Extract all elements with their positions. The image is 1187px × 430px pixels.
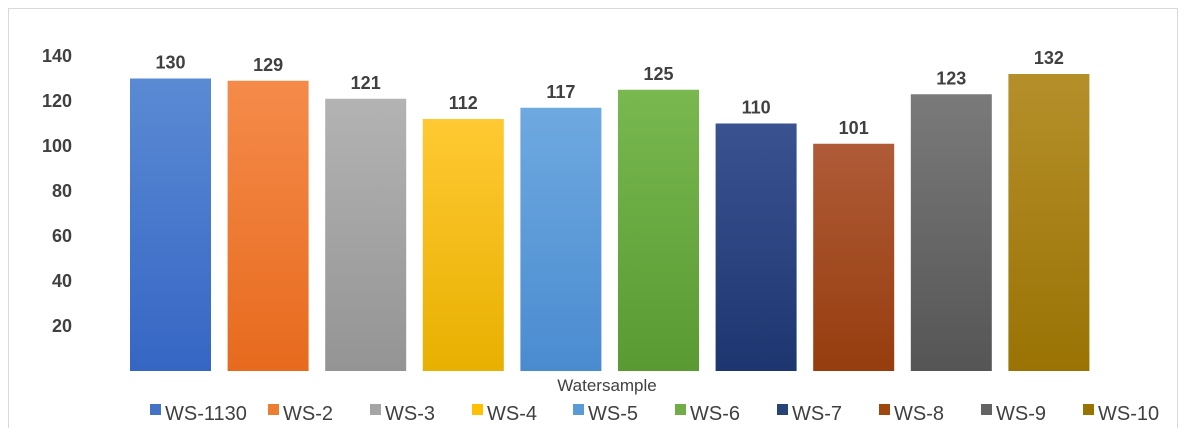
data-label: 129: [253, 55, 283, 75]
data-label: 132: [1034, 48, 1064, 68]
legend-label: WS-1130: [165, 403, 247, 425]
y-tick-label: 140: [42, 46, 72, 66]
bar-ws-6: [618, 89, 699, 371]
data-label: 101: [839, 118, 869, 138]
legend-item: WS-9: [981, 403, 1046, 425]
legend-swatch: [150, 404, 161, 415]
legend-label: WS-7: [792, 403, 842, 425]
legend-label: WS-8: [894, 403, 944, 425]
legend-label: WS-6: [690, 403, 740, 425]
bar-ws-1130: [130, 78, 211, 371]
legend-item: WS-8: [879, 403, 944, 425]
data-label: 110: [742, 98, 771, 118]
data-label: 112: [449, 93, 478, 113]
y-tick-label: 120: [42, 91, 72, 111]
chart-frame: [8, 8, 1178, 428]
legend-label: WS-3: [385, 403, 435, 425]
legend-swatch: [1083, 404, 1094, 415]
data-label: 117: [546, 82, 575, 102]
x-axis-label: Watersample: [557, 376, 657, 395]
legend-swatch: [981, 404, 992, 415]
y-axis: 20 40 60 80 100 120 140: [42, 46, 72, 336]
legend-item: WS-3: [370, 403, 435, 425]
bar-ws-5: [520, 107, 602, 371]
y-tick-label: 80: [52, 181, 72, 201]
legend-item: WS-6: [675, 403, 740, 425]
legend-label: WS-4: [487, 403, 537, 425]
bars: [130, 74, 1090, 371]
data-label: 123: [936, 68, 966, 88]
legend-item: WS-10: [1083, 403, 1159, 425]
data-label: 125: [643, 64, 673, 84]
legend-item: WS-7: [777, 403, 842, 425]
legend-item: WS-2: [268, 403, 333, 425]
legend-swatch: [777, 404, 788, 415]
legend-swatch: [370, 404, 381, 415]
legend-swatch: [573, 404, 584, 415]
bar-ws-4: [422, 119, 504, 371]
legend-item: WS-5: [573, 403, 638, 425]
bar-ws-8: [813, 143, 895, 371]
legend-label: WS-5: [588, 403, 638, 425]
bar-ws-3: [325, 98, 407, 371]
bar-ws-7: [715, 123, 797, 371]
legend-item: WS-1130: [150, 403, 247, 425]
legend-label: WS-9: [996, 403, 1046, 425]
legend-swatch: [879, 404, 890, 415]
legend-swatch: [675, 404, 686, 415]
legend-label: WS-10: [1098, 403, 1159, 425]
legend-swatch: [472, 404, 483, 415]
bar-ws-9: [910, 94, 992, 371]
y-tick-label: 100: [42, 136, 72, 156]
y-tick-label: 60: [52, 226, 72, 246]
legend-label: WS-2: [283, 403, 333, 425]
legend-item: WS-4: [472, 403, 537, 425]
y-tick-label: 40: [52, 271, 72, 291]
legend-swatch: [268, 404, 279, 415]
y-tick-label: 20: [52, 316, 72, 336]
legend: WS-1130 WS-2 WS-3 WS-4 WS-5 WS-6 WS-7 WS-8 WS-9 W…: [150, 403, 1159, 425]
bar-ws-10: [1008, 74, 1090, 371]
bar-ws-2: [227, 80, 309, 371]
data-label: 130: [155, 53, 185, 73]
data-labels: 130 129 121 112 117 125 110 101 123 132: [155, 48, 1063, 138]
data-label: 121: [351, 73, 381, 93]
